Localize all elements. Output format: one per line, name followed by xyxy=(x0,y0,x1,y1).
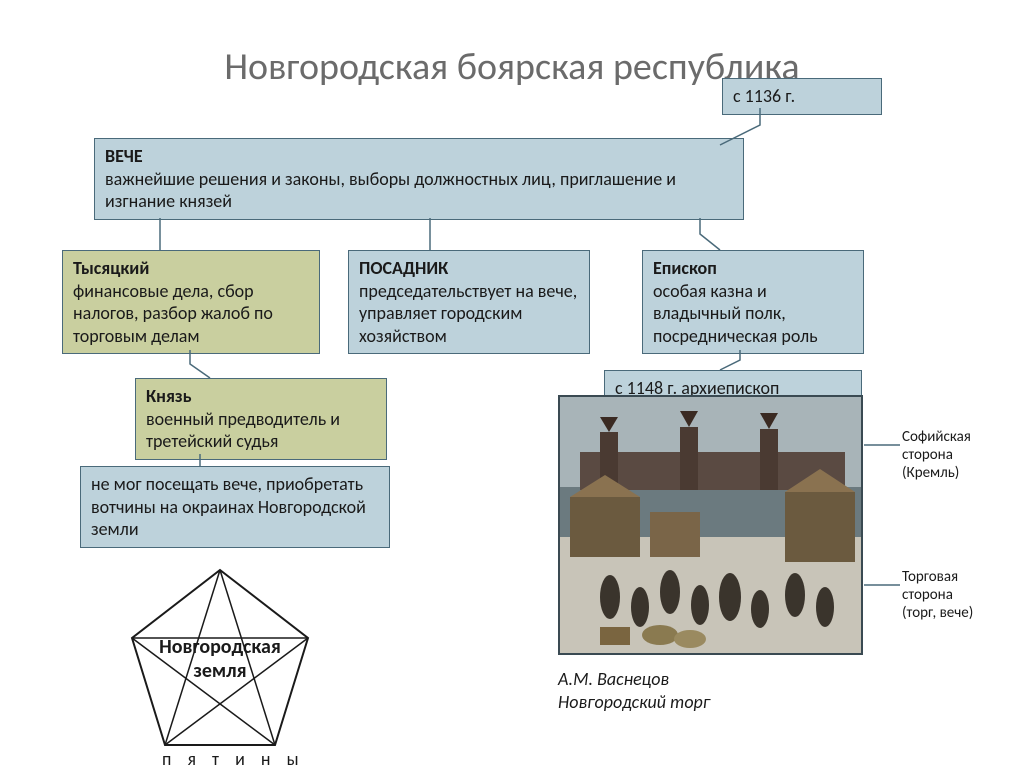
knyaz-box: Князь военный предводитель и третейский … xyxy=(135,378,387,460)
posadnik-body: председательствует на вече, управляет го… xyxy=(359,280,579,348)
tysyatsky-header: Тысяцкий xyxy=(73,257,309,280)
veche-body: важнейшие решения и законы, выборы должн… xyxy=(105,168,733,213)
veche-box: ВЕЧЕ важнейшие решения и законы, выборы … xyxy=(94,138,744,220)
episkop-box: Епископ особая казна и владычный полк, п… xyxy=(642,250,864,354)
date-box: с 1136 г. xyxy=(722,78,882,115)
painting-image xyxy=(558,395,863,655)
side-label-bottom: Торговая сторона (торг, вече) xyxy=(902,568,973,622)
episkop-header: Епископ xyxy=(653,257,853,280)
tysyatsky-body: финансовые дела, сбор налогов, разбор жа… xyxy=(73,280,309,348)
posadnik-header: ПОСАДНИК xyxy=(359,257,579,280)
knyaz-body: военный предводитель и третейский судья xyxy=(146,408,376,453)
posadnik-box: ПОСАДНИК председательствует на вече, упр… xyxy=(348,250,590,354)
painting-title: Новгородский торг xyxy=(558,691,710,714)
side-label-top: Софийская сторона (Кремль) xyxy=(902,428,971,482)
pentagon-label: Новгородская земля xyxy=(140,635,300,683)
veche-header: ВЕЧЕ xyxy=(105,145,733,168)
painting-caption: А.М. Васнецов Новгородский торг xyxy=(558,668,710,715)
date-text: с 1136 г. xyxy=(733,85,795,107)
knyaz-header: Князь xyxy=(146,385,376,408)
tysyatsky-box: Тысяцкий финансовые дела, сбор налогов, … xyxy=(62,250,320,354)
painting-author: А.М. Васнецов xyxy=(558,668,710,691)
knyaz-restrict-box: не мог посещать вече, приобретать вотчин… xyxy=(80,466,390,548)
episkop-body: особая казна и владычный полк, посреднич… xyxy=(653,280,853,348)
knyaz-restrict-text: не мог посещать вече, приобретать вотчин… xyxy=(91,473,366,540)
